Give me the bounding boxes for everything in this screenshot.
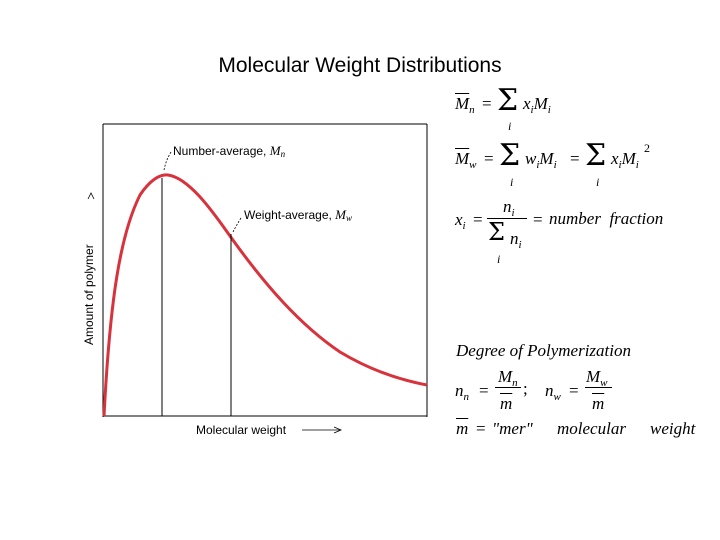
x-axis-arrowhead — [333, 426, 343, 434]
y-axis-label: Amount of polymer — [82, 244, 96, 345]
degree-heading: Degree of Polymerization — [456, 341, 631, 360]
y-axis-arrowhead — [87, 192, 95, 200]
mw-leader-line — [232, 217, 242, 233]
mn-annotation: Number-average, Mn — [173, 143, 286, 159]
distribution-curve — [102, 173, 428, 417]
slide-title: Molecular Weight Distributions — [218, 54, 502, 77]
mn-leader-line — [163, 151, 172, 171]
mw-annotation: Weight-average, Mw — [244, 207, 352, 223]
x-axis-label: Molecular weight — [196, 423, 287, 437]
